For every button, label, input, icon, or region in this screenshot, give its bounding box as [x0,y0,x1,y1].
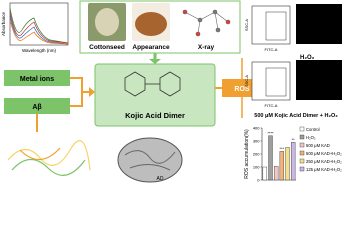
legend-label: 500 μM KAD+H₂O₂ [306,151,342,156]
legend-swatch [299,158,305,164]
flow-y-label: SSC-A [244,19,249,32]
bottom-caption: 500 μM Kojic Acid Dimer + H₂O₂ [254,113,338,119]
abeta-label: Aβ [32,104,42,111]
metal-label: Metal ions [20,76,54,83]
cottonseed-boll [95,8,119,36]
xray-label: X-ray [198,44,215,51]
fluor-top [296,4,342,44]
y-tick-label: 0 [257,178,260,183]
ros-label: ROS [234,86,250,93]
bar [285,147,290,181]
arrow-head [149,59,161,64]
bar [290,142,296,181]
kad-structure [124,71,181,97]
y-tick-label: 400 [253,126,260,131]
legend-swatch [299,150,305,156]
spectrum-plot: Wavelength (nm) Absorbance [1,2,69,53]
bracket [70,77,90,107]
arrow-head-left [89,87,95,97]
abeta-box [4,98,70,114]
flow-top: FITC-A SSC-A [244,5,291,52]
legend-label: Control [306,127,320,132]
legend-label: 250 μM KAD+H₂O₂ [306,159,342,164]
flow-x-label: FITC-A [265,47,278,52]
legend-swatch [299,142,305,148]
brain-label: AD [157,176,164,182]
significance: **** [267,130,274,135]
metal-box [4,70,70,86]
bar [279,151,285,181]
appearance-label: Appearance [132,44,170,51]
protein-image [7,140,91,176]
fluor-bottom [296,60,342,100]
powder [135,12,167,36]
y-tick-label: 200 [253,152,260,157]
bar [268,135,273,181]
legend-label: H₂O₂ [306,135,316,140]
legend-swatch [299,134,305,140]
significance: ** [292,137,296,142]
y-tick-label: 100 [253,165,260,170]
legend-label: 500 μM KAD [306,143,330,148]
source-frame [79,0,241,54]
spectrum-y-label: Absorbance [1,12,6,37]
center-label: Kojic Acid Dimer [125,111,185,120]
xray-structure [182,9,231,37]
bar [262,166,268,181]
bar [273,166,279,181]
cottonseed-label: Cottonseed [89,44,125,51]
spectrum-x-label: Wavelength (nm) [22,48,57,53]
significance: *** [279,146,284,151]
legend-swatch [299,166,305,172]
flow-bottom: FITC-A SSC-A [244,61,291,108]
flow-y-label: SSC-A [244,75,249,88]
brain-folds [124,150,176,171]
top-caption: H₂O₂ [300,55,315,61]
brain-image [117,137,183,183]
legend-label: 125 μM KAD+H₂O₂ [306,167,342,172]
legend-swatch [299,126,305,132]
y-tick-label: 300 [253,139,260,144]
graphical-abstract: Wavelength (nm) Absorbance Cottonseed Ap… [1,0,342,183]
flow-x-label: FITC-A [265,103,278,108]
y-axis-label: ROS accumulation(%) [244,129,250,179]
